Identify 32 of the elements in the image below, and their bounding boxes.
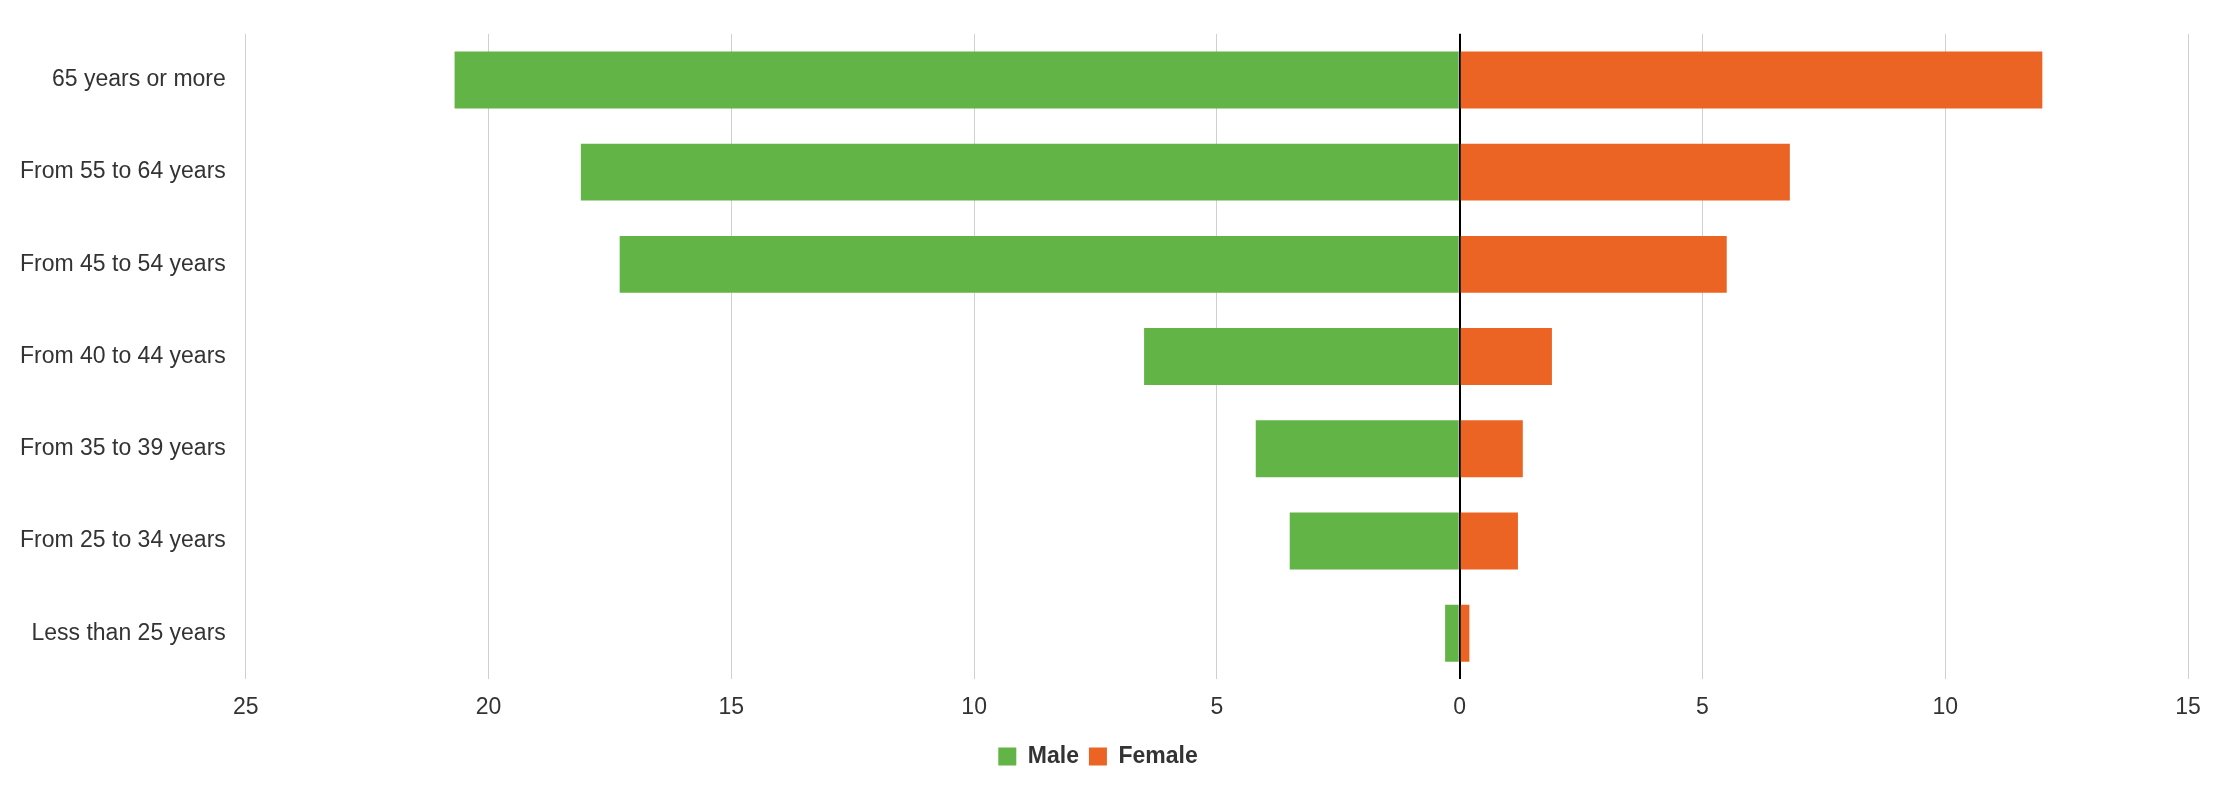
bar (1460, 143, 1790, 201)
bar (1460, 512, 1518, 570)
y-tick-label: From 25 to 34 years (20, 526, 226, 553)
x-tick-label: 10 (961, 692, 987, 719)
bar (1460, 328, 1552, 386)
x-tick-label: 15 (2175, 692, 2201, 719)
bar (1255, 420, 1459, 478)
bar (1144, 328, 1459, 386)
x-tick-label: 20 (475, 692, 502, 719)
bar (580, 143, 1459, 201)
y-tick-label: 65 years or more (51, 65, 226, 92)
x-tick-label: 5 (1696, 692, 1709, 719)
x-tick-label: 10 (1932, 692, 1959, 719)
bar (1460, 420, 1523, 478)
y-tick-label: From 40 to 44 years (20, 341, 226, 368)
x-tick-label: 15 (718, 692, 745, 719)
bar (1460, 51, 2043, 109)
bar (1460, 604, 1470, 662)
bar (454, 51, 1459, 109)
y-tick-label: Less than 25 years (31, 618, 226, 645)
y-tick-label: From 35 to 39 years (20, 434, 226, 461)
bar (1445, 604, 1459, 662)
x-tick-label: 25 (233, 692, 259, 719)
bar (1289, 512, 1459, 570)
bar (1460, 235, 1727, 293)
bar (619, 235, 1459, 293)
x-tick-label: 5 (1210, 692, 1224, 719)
y-tick-label: From 45 to 54 years (20, 249, 226, 276)
legend-label: Female (1118, 741, 1198, 768)
legend-label: Male (1027, 741, 1079, 768)
y-tick-label: From 55 to 64 years (20, 157, 226, 184)
x-tick-label: 0 (1453, 692, 1467, 719)
